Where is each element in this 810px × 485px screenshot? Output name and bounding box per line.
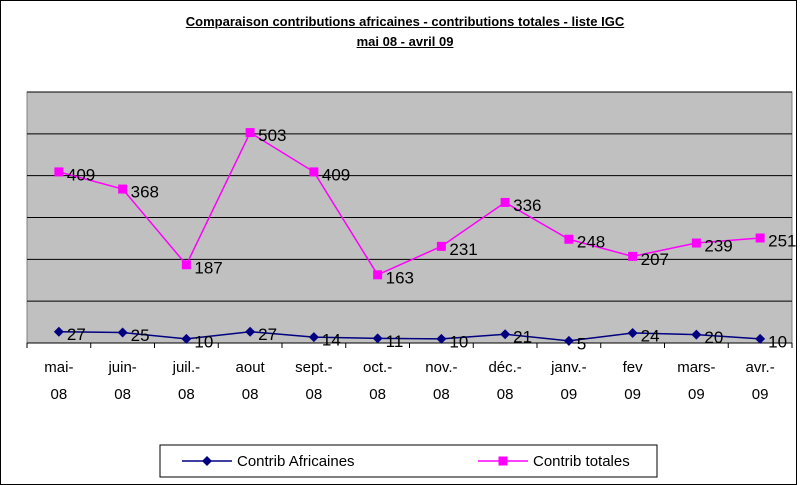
data-label: 20 <box>704 328 723 347</box>
x-tick-label: aout 08 <box>236 359 266 403</box>
data-label: 503 <box>258 126 286 145</box>
data-point <box>500 329 511 340</box>
x-tick-label: fev 09 <box>623 359 644 403</box>
data-label: 10 <box>768 332 787 351</box>
legend-marker <box>202 456 212 466</box>
x-tick-label: avr.-09 <box>746 359 775 403</box>
data-label: 25 <box>131 326 150 345</box>
legend-label: Contrib totales <box>533 453 630 470</box>
data-point <box>54 167 64 177</box>
data-point <box>755 233 765 243</box>
x-tick-label: juil.-08 <box>172 359 201 403</box>
series-line <box>58 330 761 342</box>
data-point <box>181 333 192 344</box>
data-label: 24 <box>641 326 660 345</box>
legend-box <box>159 444 658 478</box>
data-point <box>181 260 191 270</box>
data-point <box>563 335 574 346</box>
data-label: 27 <box>258 325 277 344</box>
series-line <box>58 131 761 276</box>
data-point <box>755 333 766 344</box>
data-label: 248 <box>577 233 605 252</box>
data-label: 14 <box>322 331 341 350</box>
data-label: 207 <box>641 250 669 269</box>
data-label: 5 <box>577 334 586 353</box>
data-point <box>373 270 383 280</box>
data-point <box>53 326 64 337</box>
data-point <box>627 327 638 338</box>
data-point <box>118 184 128 194</box>
data-label: 11 <box>386 332 404 351</box>
data-label: 163 <box>386 268 414 287</box>
data-label: 409 <box>67 165 95 184</box>
data-point <box>564 234 574 244</box>
data-label: 21 <box>513 328 532 347</box>
data-point <box>436 333 447 344</box>
data-point <box>308 332 319 343</box>
data-label: 336 <box>513 196 541 215</box>
data-label: 10 <box>449 332 468 351</box>
data-label: 231 <box>449 240 477 259</box>
data-label: 27 <box>67 325 86 344</box>
x-tick-label: nov.-08 <box>425 359 457 403</box>
x-tick-label: mai-08 <box>44 359 73 403</box>
legend-label: Contrib Africaines <box>237 453 355 470</box>
data-point <box>500 197 510 207</box>
data-point <box>436 241 446 251</box>
data-point <box>309 167 319 177</box>
data-point <box>691 329 702 340</box>
data-label: 409 <box>322 165 350 184</box>
x-tick-label: juin-08 <box>107 359 136 403</box>
data-label: 187 <box>194 258 222 277</box>
x-tick-label: janv.-09 <box>550 359 587 403</box>
x-tick-label: mars-09 <box>677 359 715 403</box>
data-point <box>628 251 638 261</box>
x-tick-label: oct.-08 <box>363 359 392 403</box>
data-point <box>691 238 701 248</box>
data-point <box>245 128 255 138</box>
x-tick-label: déc.-08 <box>488 359 521 403</box>
data-label: 368 <box>131 183 159 202</box>
data-point <box>372 333 383 344</box>
x-tick-label: sept.-08 <box>295 359 333 403</box>
data-label: 251 <box>768 231 796 250</box>
data-point <box>117 327 128 338</box>
chart-title: Comparaison contributions africaines - c… <box>185 14 625 49</box>
data-point <box>245 326 256 337</box>
data-label: 10 <box>194 332 213 351</box>
legend-marker <box>498 456 508 466</box>
data-label: 239 <box>704 237 732 256</box>
